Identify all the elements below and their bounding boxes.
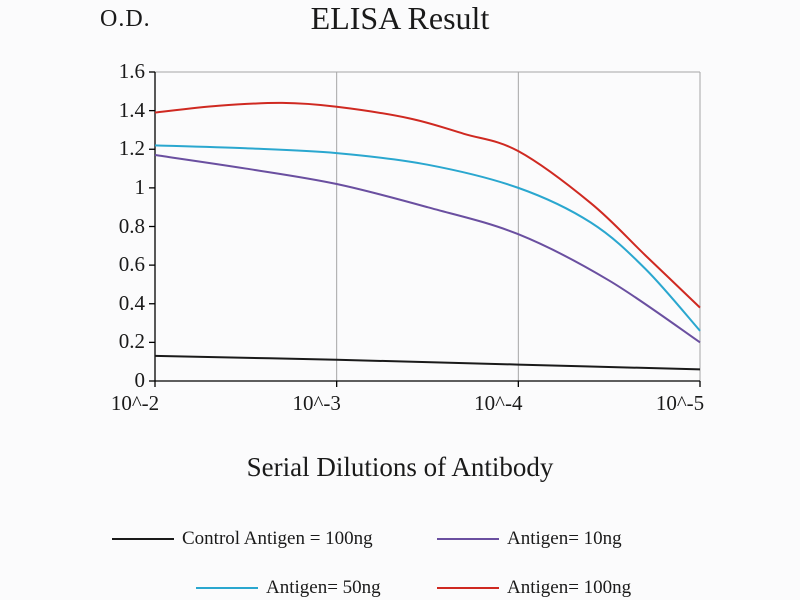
x-axis-title: Serial Dilutions of Antibody (246, 452, 554, 482)
series-line-antigen-100ng (154, 101, 701, 309)
y-tick-label: 1.6 (118, 59, 145, 83)
plot-area (149, 71, 701, 387)
legend-item-control-antigen-100ng: Control Antigen = 100ng (112, 528, 373, 550)
y-tick-label: 0 (134, 368, 146, 392)
x-tick-label: 10^-5 (655, 391, 705, 415)
legend-item-antigen-50ng: Antigen= 50ng (196, 577, 381, 599)
y-tick-label: 1.4 (118, 97, 145, 122)
y-tick-label: 0.2 (118, 329, 145, 354)
y-tick-label: 0.6 (118, 252, 145, 277)
series-line-antigen-10ng (154, 154, 701, 344)
y-tick-label: 1.2 (118, 136, 145, 161)
legend-label: Antigen= 50ng (266, 577, 381, 598)
legend-label: Control Antigen = 100ng (182, 528, 373, 549)
y-axis-title: O.D. (100, 6, 151, 32)
series-line-control-antigen-100ng (154, 354, 701, 371)
y-tick-label: 1 (134, 174, 146, 199)
x-tick-label: 10^-2 (110, 391, 160, 415)
y-tick-label: 0.4 (118, 290, 145, 315)
legend-line-swatch (112, 538, 174, 540)
x-tick-label: 10^-3 (292, 391, 341, 415)
chart-title: ELISA Result (310, 0, 490, 36)
legend-line-swatch (437, 587, 499, 589)
legend-line-swatch (437, 538, 499, 540)
legend-item-antigen-10ng: Antigen= 10ng (437, 528, 622, 550)
x-tick-label: 10^-4 (474, 391, 523, 415)
legend-label: Antigen= 10ng (507, 528, 622, 549)
y-tick-label: 0.8 (118, 213, 145, 238)
legend-label: Antigen= 100ng (507, 577, 632, 598)
series-line-antigen-50ng (154, 144, 701, 332)
legend-item-antigen-100ng: Antigen= 100ng (437, 577, 631, 599)
legend-line-swatch (196, 587, 258, 589)
